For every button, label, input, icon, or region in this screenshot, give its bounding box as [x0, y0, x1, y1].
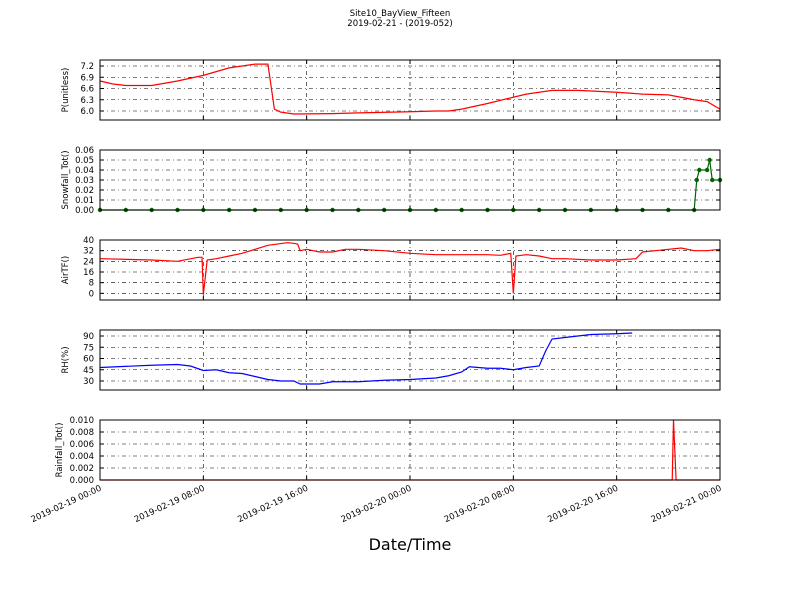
y-tick-label: 0.01	[75, 196, 94, 206]
y-tick-label: 6.9	[80, 73, 94, 83]
y-axis-label: AirTF()	[61, 256, 71, 284]
y-tick-label: 30	[83, 377, 94, 387]
y-tick-label: 40	[83, 236, 94, 246]
y-tick-label: 0.00	[75, 206, 94, 216]
y-tick-label: 45	[83, 366, 94, 376]
y-tick-label: 24	[83, 257, 94, 267]
chart-subtitle: 2019-02-21 - (2019-052)	[347, 19, 452, 29]
data-point	[697, 167, 702, 173]
plot-frame	[99, 59, 721, 121]
y-tick-label: 0.04	[75, 166, 94, 176]
y-axis-label: Rainfall_Tot()	[55, 423, 65, 478]
y-tick-label: 75	[83, 343, 94, 353]
y-axis-label: RH(%)	[61, 346, 71, 373]
y-tick-label: 0.000	[70, 476, 94, 486]
series-line	[99, 63, 721, 115]
x-tick-label: 2019-02-19 16:00	[236, 484, 310, 525]
x-tick-label: 2019-02-21 00:00	[650, 484, 724, 525]
y-tick-label: 0.006	[70, 440, 94, 450]
x-axis-label: Date/Time	[369, 535, 452, 554]
data-point	[704, 167, 710, 173]
data-point	[710, 177, 715, 183]
y-tick-label: 0.010	[70, 416, 94, 426]
y-tick-label: 6.0	[80, 107, 94, 117]
plot-frame	[99, 149, 721, 211]
y-tick-label: 90	[83, 332, 94, 342]
data-point	[707, 157, 712, 163]
y-tick-label: 16	[83, 268, 94, 278]
y-axis-label: P(unitless)	[61, 68, 71, 113]
series-line	[99, 242, 721, 295]
y-tick-label: 0	[89, 289, 94, 299]
chart-title: Site10_BayView_Fifteen	[350, 9, 451, 19]
plot-frame	[99, 419, 721, 481]
data-point	[694, 177, 699, 183]
y-tick-label: 32	[83, 247, 94, 257]
x-tick-label: 2019-02-20 00:00	[340, 484, 414, 525]
y-tick-label: 6.6	[80, 85, 94, 95]
y-tick-label: 0.03	[75, 176, 94, 186]
y-tick-label: 0.06	[75, 146, 94, 156]
y-axis-label: Snowfall_Tot()	[61, 150, 71, 209]
y-tick-label: 0.05	[75, 156, 94, 166]
plot-frame	[99, 329, 721, 391]
y-tick-label: 60	[83, 355, 94, 365]
x-tick-label: 2019-02-20 16:00	[546, 484, 620, 525]
x-tick-label: 2019-02-19 00:00	[30, 484, 104, 525]
y-tick-label: 0.002	[70, 464, 94, 474]
plot-frame	[99, 239, 721, 301]
y-tick-label: 0.004	[70, 452, 94, 462]
x-tick-label: 2019-02-19 08:00	[133, 484, 207, 525]
y-tick-label: 8	[89, 279, 94, 289]
y-tick-label: 0.02	[75, 186, 94, 196]
y-tick-label: 6.3	[80, 96, 94, 106]
x-tick-label: 2019-02-20 08:00	[443, 484, 517, 525]
y-tick-label: 7.2	[80, 62, 94, 72]
y-tick-label: 0.008	[70, 428, 94, 438]
series-line	[99, 332, 633, 385]
